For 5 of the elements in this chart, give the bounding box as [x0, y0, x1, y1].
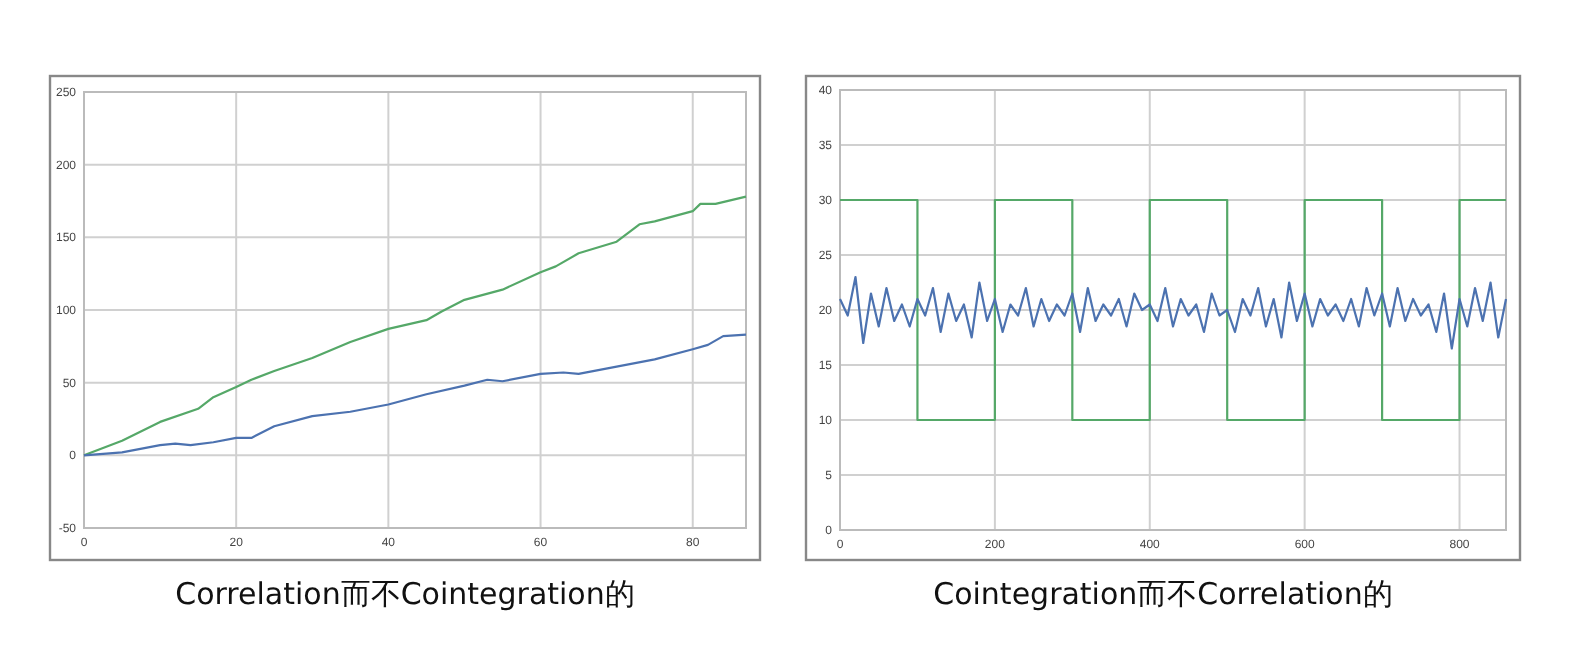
- text: Correlation而不Cointegration的: [175, 576, 635, 612]
- text: Cointegration而不Correlation的: [933, 576, 1393, 612]
- line-series: [82, 333, 748, 457]
- line-series: [82, 195, 748, 457]
- line-series: [838, 275, 1508, 350]
